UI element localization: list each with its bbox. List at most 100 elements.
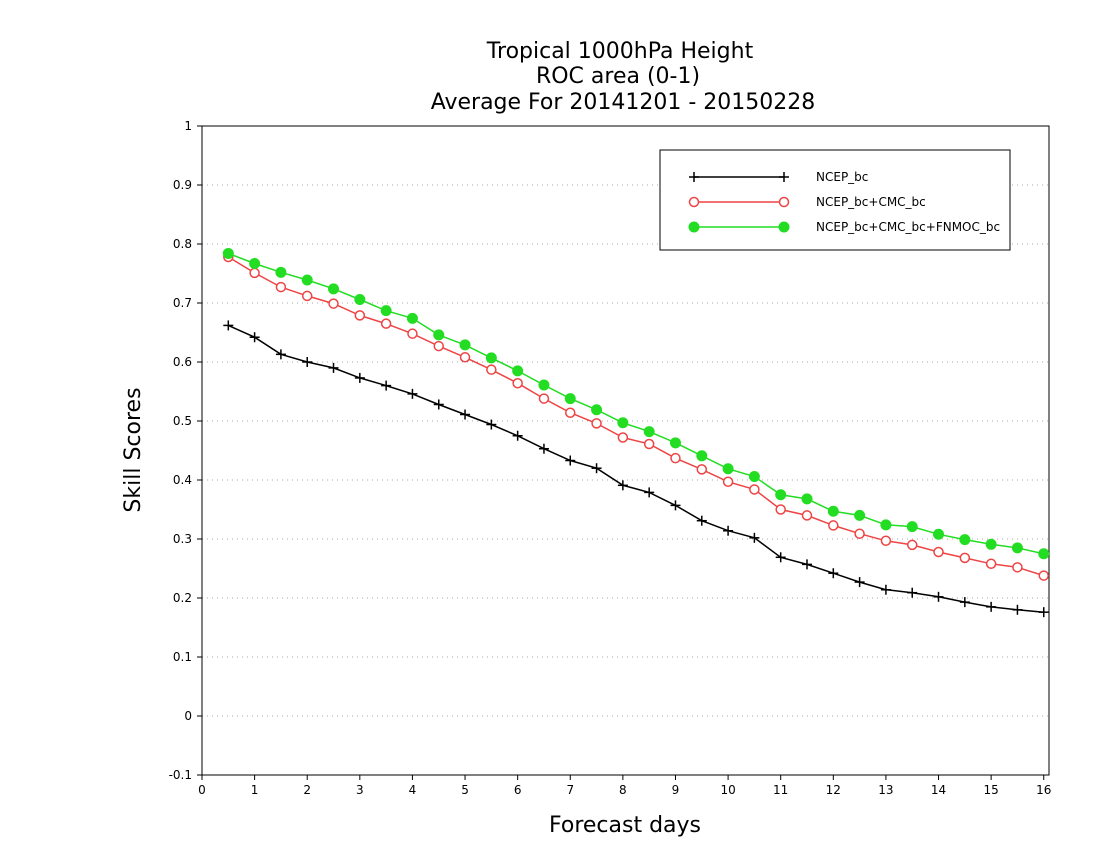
data-point (828, 568, 839, 579)
data-point (670, 452, 681, 464)
data-point (907, 587, 918, 598)
y-tick-label: 1 (184, 119, 192, 133)
series-2 (222, 247, 1050, 560)
legend: NCEP_bc NCEP_bc+CMC_bc NCEP_bc+CMC_bc+FNMO… (659, 149, 1011, 251)
data-point (380, 318, 392, 329)
legend-box (659, 149, 1011, 251)
y-tick-label: -0.1 (169, 768, 192, 782)
data-point (301, 290, 313, 302)
data-point (617, 480, 628, 491)
x-tick-label: 10 (720, 783, 735, 797)
legend-marker-right (778, 221, 790, 233)
data-point (802, 559, 812, 570)
x-tick-label: 8 (619, 783, 627, 797)
data-point (854, 509, 866, 521)
data-point (1038, 548, 1050, 560)
data-point (564, 393, 576, 405)
data-point (538, 443, 549, 454)
data-point (328, 362, 339, 373)
data-point (828, 520, 839, 531)
data-point (1012, 562, 1023, 573)
data-point (565, 455, 576, 466)
legend-marker-right (779, 172, 789, 182)
data-point (985, 558, 997, 570)
data-point (749, 484, 760, 495)
data-point (906, 521, 918, 533)
data-series (222, 247, 1050, 618)
data-point (301, 274, 313, 286)
legend-label: NCEP_bc (816, 170, 868, 184)
data-point (1011, 542, 1023, 554)
data-point (617, 432, 629, 443)
data-point (460, 409, 471, 420)
data-point (722, 463, 734, 475)
series-line-0 (227, 324, 1044, 613)
series-line-1 (227, 256, 1044, 577)
data-point (512, 377, 523, 389)
data-point (985, 538, 997, 550)
legend-marker-left (688, 221, 700, 233)
data-point (407, 328, 418, 339)
data-point (249, 267, 260, 279)
data-point (959, 552, 971, 564)
plot-area-frame (201, 125, 1050, 776)
data-point (512, 430, 523, 441)
data-point (538, 379, 550, 391)
data-point (354, 293, 366, 305)
y-tick-label: 0.2 (173, 591, 192, 605)
y-tick-label: 0.6 (173, 355, 192, 369)
chart-title-line-2: ROC area (0-1) (536, 64, 700, 89)
x-tick-label: 9 (672, 783, 680, 797)
legend-entry-1: NCEP_bc+CMC_bc (688, 195, 926, 209)
x-tick-label: 12 (826, 783, 841, 797)
y-tick-label: 0.7 (173, 296, 192, 310)
data-point (459, 352, 471, 363)
gridlines (202, 184, 1049, 717)
x-tick-label: 6 (514, 783, 522, 797)
x-tick-label: 16 (1036, 783, 1051, 797)
data-point (328, 298, 339, 309)
data-point (723, 525, 734, 536)
data-point (459, 339, 471, 351)
x-tick-label: 2 (303, 783, 311, 797)
legend-label: NCEP_bc+CMC_bc+FNMOC_bc (816, 220, 1000, 234)
data-point (275, 349, 286, 360)
data-point (933, 546, 944, 558)
data-point (354, 310, 366, 321)
data-point (880, 535, 892, 547)
data-point (591, 418, 602, 429)
legend-marker-right (778, 196, 790, 208)
legend-label: NCEP_bc+CMC_bc (816, 195, 926, 209)
data-point (486, 419, 497, 430)
data-point (381, 380, 392, 391)
y-tick-label: 0.9 (173, 178, 192, 192)
x-tick-label: 4 (409, 783, 417, 797)
data-point (1038, 570, 1049, 581)
data-point (933, 591, 944, 602)
legend-entry-2: NCEP_bc+CMC_bc+FNMOC_bc (688, 220, 1000, 234)
data-point (801, 493, 813, 505)
data-point (591, 404, 603, 416)
data-point (565, 407, 576, 418)
data-point (696, 464, 708, 475)
data-point (801, 510, 813, 521)
data-point (643, 426, 655, 438)
data-point (617, 417, 629, 429)
data-point (302, 357, 313, 367)
data-point (775, 489, 787, 501)
data-point (986, 601, 997, 612)
x-axis-title: Forecast days (549, 813, 701, 838)
series-1 (223, 251, 1049, 581)
data-point (433, 329, 445, 341)
data-point (1038, 607, 1049, 618)
axis-ticks: -0.100.10.20.30.40.50.60.70.80.910 1 2 3 4 5 6… (169, 119, 1052, 797)
data-point (906, 539, 918, 551)
data-point (959, 534, 971, 546)
y-tick-label: 0.8 (173, 237, 192, 251)
data-point (775, 552, 786, 563)
data-point (1012, 604, 1023, 615)
series-0 (223, 320, 1049, 618)
x-tick-label: 7 (566, 783, 574, 797)
x-tick-label: 3 (356, 783, 364, 797)
data-point (380, 305, 392, 317)
